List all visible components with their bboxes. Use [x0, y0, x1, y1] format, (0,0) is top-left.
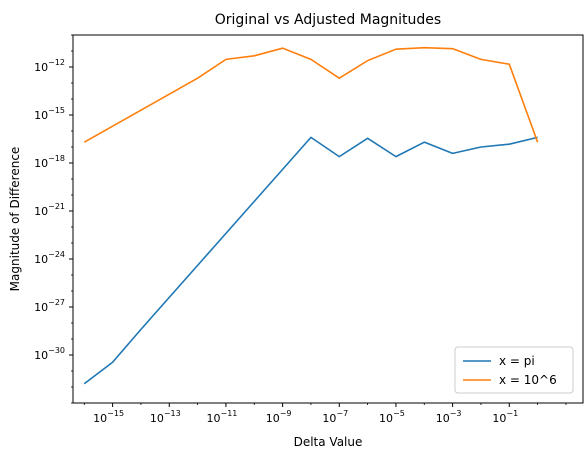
y-tick-label: 10−30	[34, 346, 65, 362]
y-axis-label: Magnitude of Difference	[8, 147, 22, 292]
y-tick-label: 10−18	[34, 154, 65, 170]
y-tick-label: 10−12	[34, 58, 65, 74]
x-tick-label: 10−5	[379, 409, 405, 425]
y-tick-label: 10−15	[34, 106, 65, 122]
x-axis-ticks: 10−15 10−13 10−11 10−9 10−7 10−5 10−3 10−1	[83, 403, 567, 425]
x-tick-label: 10−11	[206, 409, 237, 425]
series-line-2	[83, 46, 539, 143]
x-tick-label: 10−9	[266, 409, 292, 425]
legend-box	[454, 346, 574, 394]
y-tick-label: 10−21	[34, 202, 65, 218]
axes-frame	[72, 34, 584, 404]
plot-area	[83, 46, 539, 385]
y-axis-ticks: 10−30 10−27 10−24 10−21 10−18 10−15 10−12	[34, 34, 73, 404]
chart-title: Original vs Adjusted Magnitudes	[215, 12, 441, 28]
legend-label: x = pi	[499, 354, 535, 368]
x-tick-label: 10−1	[492, 409, 518, 425]
legend-label: x = 10^6	[499, 373, 557, 387]
legend: x = pi x = 10^6	[454, 346, 574, 394]
x-tick-label: 10−7	[322, 409, 348, 425]
x-axis-label: Delta Value	[294, 435, 363, 449]
y-tick-label: 10−24	[34, 250, 65, 266]
y-tick-label: 10−27	[34, 298, 65, 314]
x-tick-label: 10−15	[93, 409, 124, 425]
series-line-1	[83, 136, 538, 385]
x-tick-label: 10−13	[150, 409, 181, 425]
x-tick-label: 10−3	[436, 409, 462, 425]
